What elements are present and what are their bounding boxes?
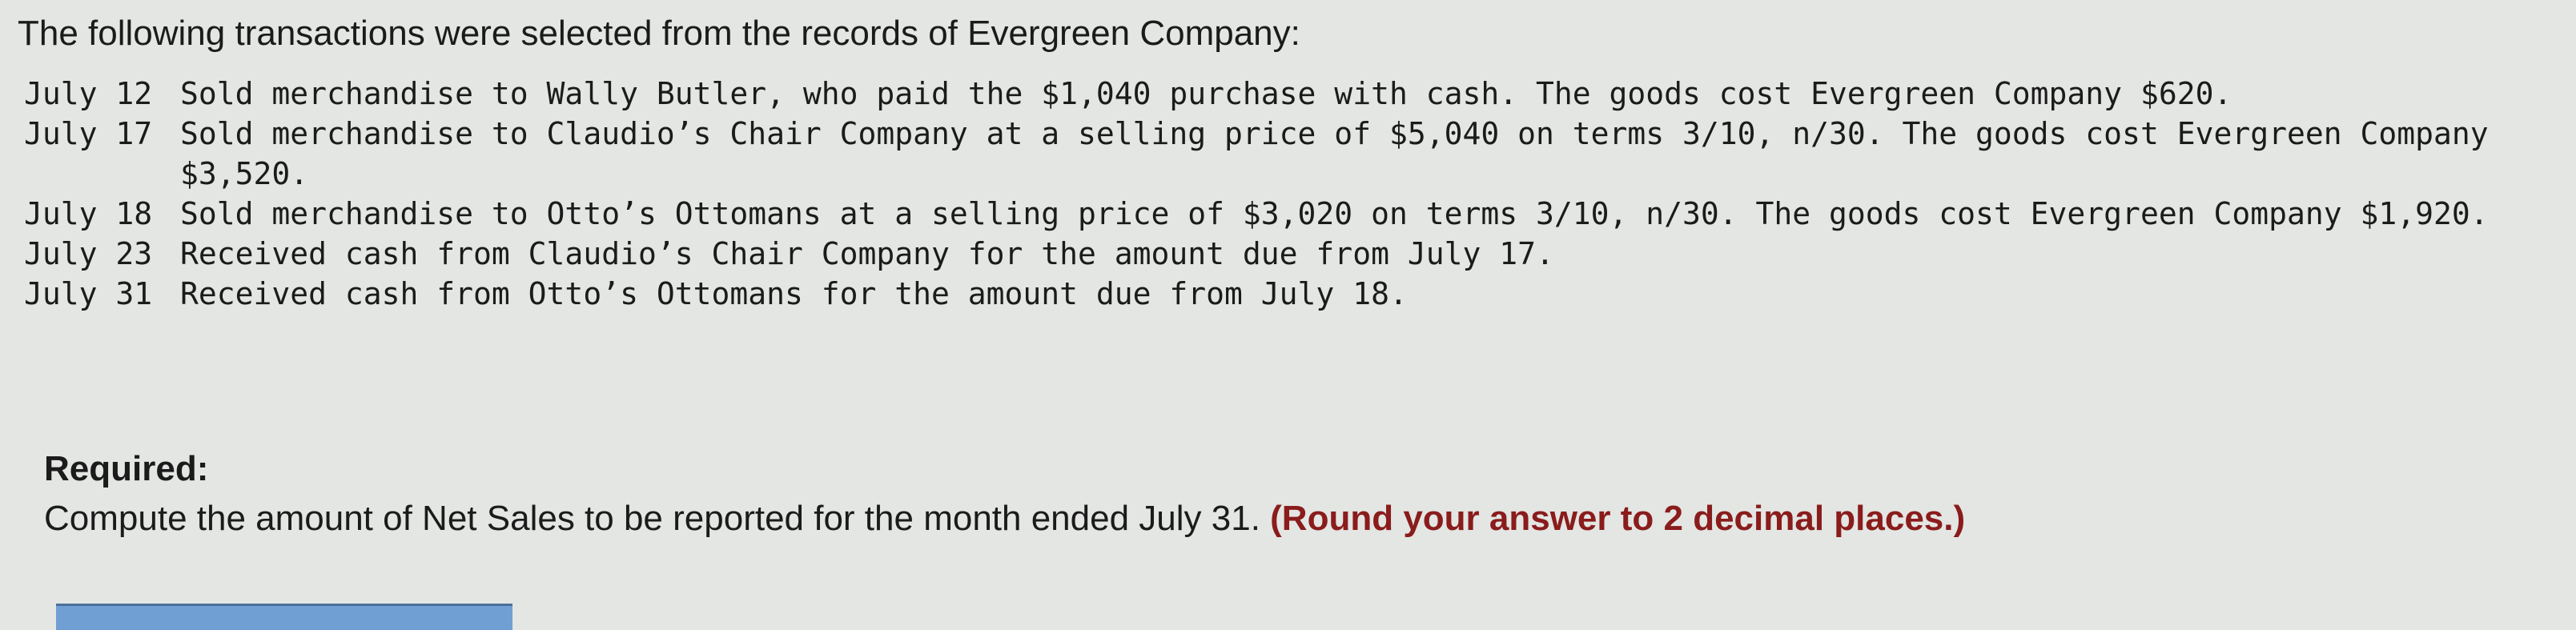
transaction-date: July 31 [24,276,153,311]
transaction-row: July 17 Sold merchandise to Claudio’s Ch… [24,114,2546,194]
problem-intro: The following transactions were selected… [18,14,1300,53]
transaction-date: July 17 [24,116,153,151]
transaction-row: July 23 Received cash from Claudio’s Cha… [24,234,2546,274]
question-text: Compute the amount of Net Sales to be re… [44,498,1965,540]
transaction-text: Sold merchandise to Wally Butler, who pa… [180,76,2232,111]
transaction-text: Sold merchandise to Claudio’s Chair Comp… [180,116,2489,191]
transaction-date: July 12 [24,76,153,111]
required-heading: Required: [44,449,209,488]
rounding-note: (Round your answer to 2 decimal places.) [1270,499,1966,538]
question-body: Compute the amount of Net Sales to be re… [44,499,1271,538]
transaction-list: July 12 Sold merchandise to Wally Butler… [24,74,2546,314]
transaction-text: Sold merchandise to Otto’s Ottomans at a… [180,196,2489,231]
transaction-date: July 18 [24,196,153,231]
transaction-date: July 23 [24,236,153,271]
transaction-row: July 18 Sold merchandise to Otto’s Ottom… [24,194,2546,234]
transaction-row: July 31 Received cash from Otto’s Ottoma… [24,274,2546,314]
transaction-text: Received cash from Claudio’s Chair Compa… [180,236,1554,271]
transaction-text: Received cash from Otto’s Ottomans for t… [180,276,1408,311]
answer-tab[interactable] [56,604,512,630]
transaction-row: July 12 Sold merchandise to Wally Butler… [24,74,2546,114]
